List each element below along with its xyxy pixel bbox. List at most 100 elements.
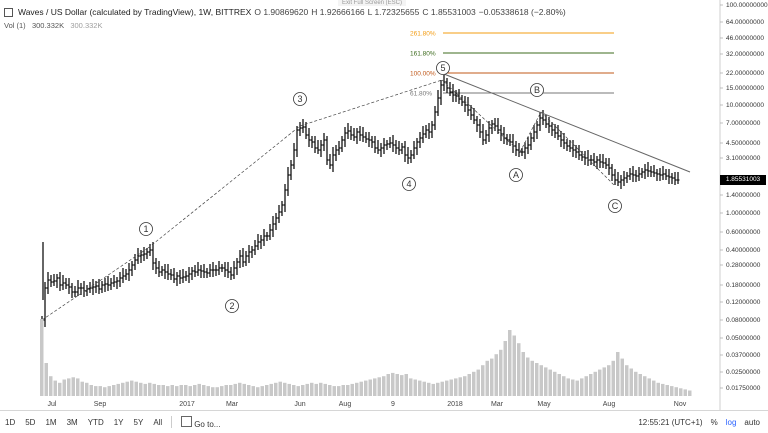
- wave-dashed-line: [147, 125, 301, 249]
- range-all[interactable]: All: [153, 417, 163, 427]
- volume-bar: [58, 382, 62, 396]
- fib-level-label: 161.80%: [410, 51, 436, 58]
- volume-bar: [382, 376, 386, 396]
- wave-label-circle: [293, 92, 307, 106]
- price-axis-label: 64.00000000: [726, 19, 764, 26]
- price-axis-label: 1.40000000: [726, 192, 761, 199]
- price-axis-label: 22.00000000: [726, 70, 764, 77]
- price-axis-label: 32.00000000: [726, 51, 764, 58]
- volume-bar: [427, 382, 431, 396]
- clock-time[interactable]: 12:55:21 (UTC+1): [638, 417, 703, 427]
- range-1m[interactable]: 1M: [45, 417, 57, 427]
- volume-bar: [521, 352, 525, 396]
- volume-bar: [161, 385, 165, 396]
- volume-bar: [391, 372, 395, 396]
- percent-toggle[interactable]: %: [710, 417, 718, 427]
- volume-bar: [206, 386, 210, 396]
- wave-label-circle: [608, 199, 622, 213]
- volume-bar: [598, 369, 602, 396]
- volume-bar: [71, 377, 75, 396]
- volume-bar: [418, 380, 422, 396]
- price-axis-label: 3.10000000: [726, 155, 761, 162]
- price-axis-label: 46.00000000: [726, 35, 764, 42]
- volume-bar: [404, 374, 408, 396]
- volume-bar: [283, 382, 287, 396]
- collapse-icon[interactable]: [4, 7, 13, 17]
- volume-value: 300.332K: [31, 21, 65, 30]
- volume-bar: [467, 374, 471, 396]
- time-axis-label: Mar: [491, 401, 504, 408]
- log-toggle[interactable]: log: [725, 417, 737, 427]
- volume-bar: [395, 374, 399, 396]
- range-1y[interactable]: 1Y: [113, 417, 124, 427]
- volume-bar: [643, 376, 647, 396]
- price-axis-label: 0.12000000: [726, 299, 761, 306]
- price-axis-label: 0.40000000: [726, 247, 761, 254]
- volume-bar: [269, 383, 273, 396]
- volume-bar: [472, 371, 476, 396]
- current-price-tag: 1.85531003: [720, 175, 766, 185]
- volume-bar: [152, 383, 156, 396]
- wave-label: 2: [229, 301, 234, 311]
- volume-bar: [544, 367, 548, 396]
- volume-legend: Vol (1) 300.332K 300.332K: [4, 21, 102, 30]
- range-5y[interactable]: 5Y: [133, 417, 144, 427]
- auto-toggle[interactable]: auto: [744, 417, 760, 427]
- volume-bar: [440, 381, 444, 396]
- volume-bar: [665, 385, 669, 396]
- volume-bar: [301, 385, 305, 396]
- volume-bar: [211, 387, 215, 396]
- volume-bar: [409, 378, 413, 396]
- volume-bar: [553, 371, 557, 396]
- toolbar-right: 12:55:21 (UTC+1) % log auto: [638, 418, 768, 427]
- volume-bar: [557, 374, 561, 396]
- range-5d[interactable]: 5D: [25, 417, 36, 427]
- goto-button[interactable]: Go to...: [176, 415, 225, 429]
- volume-bar: [539, 365, 543, 396]
- time-axis-label: 9: [391, 401, 395, 408]
- time-axis-label: May: [537, 401, 551, 408]
- volume-bar: [332, 386, 336, 396]
- volume-bar: [49, 376, 53, 396]
- exit-fullscreen-hint[interactable]: Exit Full Screen (ESC): [338, 0, 407, 6]
- volume-bar: [175, 386, 179, 396]
- volume-bar: [449, 379, 453, 396]
- volume-bar: [670, 386, 674, 396]
- wave-label-circle: [509, 168, 523, 182]
- range-ytd[interactable]: YTD: [87, 417, 104, 427]
- wave-label-circle: [530, 83, 544, 97]
- volume-bar: [238, 382, 242, 396]
- range-1d[interactable]: 1D: [5, 417, 16, 427]
- volume-bar: [508, 330, 512, 396]
- volume-bar: [112, 385, 116, 396]
- volume-bar: [319, 382, 323, 396]
- volume-bar: [463, 376, 467, 396]
- volume-bar: [593, 371, 597, 396]
- volume-bar: [674, 387, 678, 396]
- fib-level-label: 61.80%: [410, 91, 432, 98]
- volume-bar: [341, 385, 345, 396]
- volume-bar: [323, 383, 327, 396]
- volume-bar: [76, 378, 80, 396]
- wave-label: 3: [297, 94, 302, 104]
- volume-bar: [44, 363, 48, 396]
- price-axis-label: 0.18000000: [726, 282, 761, 289]
- volume-bar: [355, 382, 359, 396]
- wave-label-circle: [139, 222, 153, 236]
- volume-bar: [638, 374, 642, 396]
- chart-area[interactable]: 100.00000000 64.00000000 46.00000000 32.000…: [0, 0, 768, 410]
- price-axis-label: 0.01750000: [726, 385, 761, 392]
- volume-bar: [287, 383, 291, 396]
- wave-dashed-line: [540, 111, 615, 186]
- volume-bar: [359, 381, 363, 396]
- time-axis-label: Jul: [48, 401, 57, 408]
- volume-bar: [170, 385, 174, 396]
- volume-bar: [364, 380, 368, 396]
- volume-bar: [292, 385, 296, 396]
- wave-dashed-line: [41, 247, 149, 321]
- wave-dashed-line: [441, 79, 521, 153]
- wave-label-circle: [402, 177, 416, 191]
- range-3m[interactable]: 3M: [66, 417, 78, 427]
- price-chart[interactable]: 100.00000000 64.00000000 46.00000000 32.000…: [0, 0, 768, 410]
- volume-bar: [602, 367, 606, 396]
